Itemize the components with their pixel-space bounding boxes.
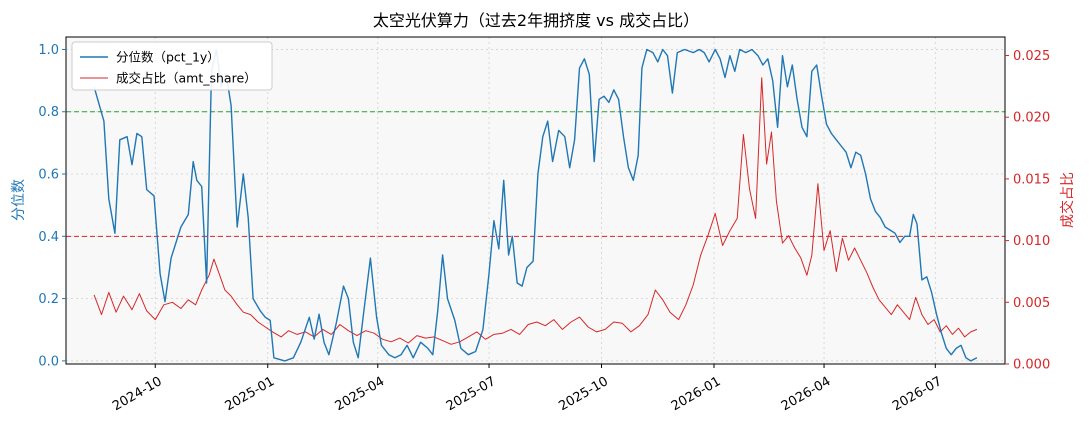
x-tick-label: 2024-10 bbox=[110, 374, 165, 414]
legend-box bbox=[71, 41, 273, 91]
legend-label-pct: 分位数（pct_1y） bbox=[116, 50, 220, 65]
plot-background bbox=[66, 37, 1005, 364]
series-line-pct bbox=[93, 48, 978, 362]
y-right-tick-label: 0.005 bbox=[1013, 296, 1050, 311]
x-tick-label: 2026-07 bbox=[890, 374, 945, 414]
y-right-tick-label: 0.015 bbox=[1013, 172, 1050, 187]
y-right-tick-label: 0.020 bbox=[1013, 111, 1050, 126]
y-left-tick-label: 1.0 bbox=[38, 43, 59, 58]
x-tick-label: 2026-01 bbox=[669, 374, 724, 414]
y-left-tick-label: 0.4 bbox=[38, 230, 59, 245]
y-left-tick-label: 0.8 bbox=[38, 105, 59, 120]
y-left-tick-label: 0.0 bbox=[38, 354, 59, 369]
y-left-tick-label: 0.2 bbox=[38, 292, 59, 307]
chart-title: 太空光伏算力（过去2年拥挤度 vs 成交占比） bbox=[373, 11, 699, 30]
y-left-tick-label: 0.6 bbox=[38, 168, 59, 183]
y-right-tick-label: 0.025 bbox=[1013, 49, 1050, 64]
x-tick-label: 2025-07 bbox=[444, 374, 499, 414]
legend-label-amt: 成交占比（amt_share） bbox=[116, 71, 257, 86]
x-tick-label: 2025-01 bbox=[223, 374, 278, 414]
x-tick-label: 2026-04 bbox=[779, 374, 834, 414]
x-tick-label: 2025-04 bbox=[333, 374, 388, 414]
x-tick-label: 2025-10 bbox=[556, 374, 611, 414]
series-line-amt bbox=[93, 77, 978, 345]
plot-frame bbox=[65, 36, 1006, 365]
y-right-tick-label: 0.000 bbox=[1013, 358, 1050, 373]
right-axis-label: 成交占比 bbox=[1059, 172, 1076, 228]
left-axis-label: 分位数 bbox=[11, 179, 27, 221]
y-right-tick-label: 0.010 bbox=[1013, 234, 1050, 249]
